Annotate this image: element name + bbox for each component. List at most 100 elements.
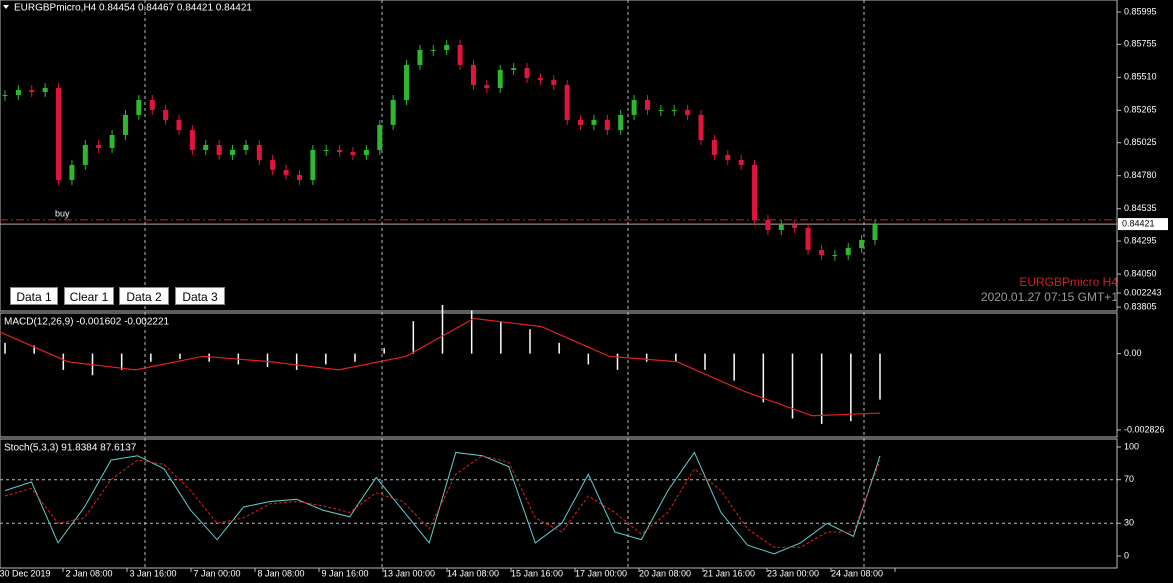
candle	[778, 224, 784, 231]
y-tick-label: 0.002243	[1124, 287, 1162, 297]
x-tick-label: 20 Jan 08:00	[639, 568, 691, 578]
candle	[29, 90, 35, 93]
candle	[15, 90, 21, 95]
candle	[444, 45, 450, 50]
x-tick-label: 8 Jan 08:00	[257, 568, 304, 578]
candle	[859, 239, 865, 248]
stoch-signal	[4, 455, 881, 548]
candle	[2, 94, 8, 96]
candle	[323, 149, 329, 151]
bid-box	[1118, 218, 1168, 231]
candle	[805, 227, 811, 250]
x-tick-label: 2 Jan 08:00	[65, 568, 112, 578]
y-tick-label: 0.85755	[1124, 39, 1157, 49]
candle	[457, 45, 463, 65]
y-tick-label: 0.85265	[1124, 105, 1157, 115]
y-tick-label: 0.84780	[1124, 170, 1157, 180]
candle	[337, 149, 343, 152]
x-tick-label: 14 Jan 08:00	[447, 568, 499, 578]
candle	[96, 144, 102, 148]
y-tick-label: 0	[1124, 550, 1129, 560]
x-tick-label: 17 Jan 00:00	[575, 568, 627, 578]
candle	[283, 169, 289, 175]
x-tick-label: 24 Jan 08:00	[831, 568, 883, 578]
candle	[872, 224, 878, 240]
candle	[270, 159, 276, 170]
candle	[189, 130, 195, 150]
candle	[792, 224, 798, 228]
candle	[551, 80, 557, 86]
y-tick-label: 0.84050	[1124, 268, 1157, 278]
candle	[42, 87, 48, 93]
candle	[711, 140, 717, 155]
button[interactable]: Clear 1	[64, 287, 114, 305]
y-tick-label: 70	[1124, 474, 1134, 484]
y-tick-label: 0.84295	[1124, 235, 1157, 245]
y-tick-label: -0.002826	[1124, 424, 1165, 434]
candle	[604, 119, 610, 131]
y-tick-label: 0.85025	[1124, 137, 1157, 147]
watermark-time: 2020.01.27 07:15 GMT+1	[981, 290, 1118, 304]
x-tick-label: 3 Jan 16:00	[129, 568, 176, 578]
candle	[644, 99, 650, 110]
x-tick-label: 15 Jan 16:00	[511, 568, 563, 578]
candle	[216, 144, 222, 155]
x-tick-label: 23 Jan 00:00	[767, 568, 819, 578]
candle	[631, 99, 637, 115]
candle	[176, 119, 182, 131]
candle	[82, 144, 88, 165]
candle	[350, 151, 356, 155]
button[interactable]: Data 3	[175, 287, 225, 305]
y-tick-label: 100	[1124, 441, 1139, 451]
candle	[377, 124, 383, 150]
candle	[765, 219, 771, 231]
candle	[296, 174, 302, 181]
y-tick-label: 0.85510	[1124, 72, 1157, 82]
candle	[56, 87, 62, 181]
y-tick-label: 0.00	[1124, 348, 1142, 358]
candle	[671, 109, 677, 111]
x-tick-label: 30 Dec 2019	[0, 568, 51, 578]
candle	[69, 164, 75, 181]
x-tick-label: 9 Jan 16:00	[321, 568, 368, 578]
v-grid	[144, 0, 865, 568]
candle	[818, 249, 824, 255]
candle	[524, 68, 530, 79]
symbol-info: EURGBPmicro,H4 0.84454 0.84467 0.84421 0…	[14, 3, 252, 14]
candle	[390, 99, 396, 125]
candle	[537, 78, 543, 81]
watermark-symbol: EURGBPmicro H4	[1019, 275, 1118, 289]
button[interactable]: Data 1	[10, 287, 58, 305]
candle	[230, 149, 236, 155]
candle	[430, 49, 436, 51]
candle	[752, 164, 758, 220]
candle	[203, 144, 209, 150]
button[interactable]: Data 2	[119, 287, 169, 305]
candle	[163, 109, 169, 120]
x-tick-label: 13 Jan 00:00	[383, 568, 435, 578]
macd-pane	[0, 312, 1118, 438]
candle	[564, 85, 570, 120]
candle	[497, 69, 503, 88]
macd-label: MACD(12,26,9) -0.001602 -0.002221	[4, 317, 170, 328]
candle	[484, 85, 490, 88]
y-tick-label: 30	[1124, 518, 1134, 528]
y-tick-label: 0.85995	[1124, 6, 1157, 16]
candle	[845, 247, 851, 255]
candle	[363, 149, 369, 155]
candle	[591, 119, 597, 125]
candle	[738, 159, 744, 165]
candle	[832, 254, 838, 256]
menu-arrow	[3, 5, 9, 9]
bid-label: 0.84421	[1122, 218, 1155, 228]
candle	[578, 119, 584, 125]
buy-label: buy	[55, 208, 70, 218]
stoch-label: Stoch(5,3,3) 91.8384 87.6137	[4, 443, 137, 454]
candle	[685, 109, 691, 115]
candle	[404, 64, 410, 100]
macd-signal	[0, 317, 881, 417]
candle	[698, 114, 704, 141]
